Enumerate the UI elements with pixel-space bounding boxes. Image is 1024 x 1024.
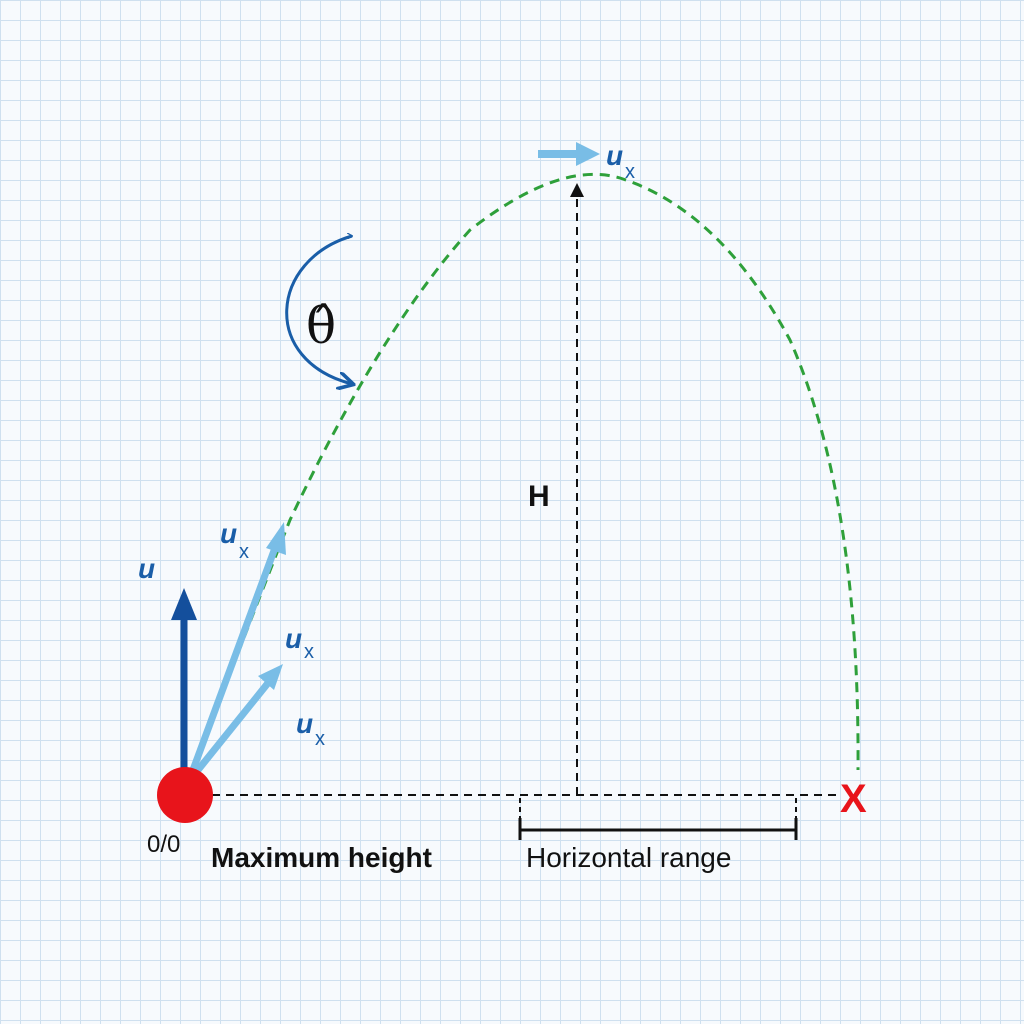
- angle-label: θ̂: [306, 297, 336, 355]
- mid-velocity-arrow: [191, 664, 283, 778]
- range-caption: Horizontal range: [526, 842, 731, 873]
- origin-label: 0/0: [147, 831, 180, 858]
- u-peak-label: u: [606, 140, 623, 171]
- u-vertical-label: u: [138, 553, 155, 584]
- max-height-caption: Maximum height: [211, 842, 432, 873]
- u-peak-subscript: x: [625, 161, 635, 183]
- u-low-subscript: x: [315, 728, 325, 750]
- u-low-label: u: [296, 708, 313, 739]
- u-top-subscript: x: [239, 541, 249, 563]
- u-mid-subscript: x: [304, 641, 314, 663]
- top-velocity-arrow: [186, 522, 286, 780]
- landing-mark: X: [840, 777, 867, 821]
- u-mid-label: u: [285, 623, 302, 654]
- u-top-label: u: [220, 518, 237, 549]
- peak-velocity-arrow: [538, 142, 600, 166]
- range-bracket: [518, 798, 798, 840]
- trajectory-curve: [188, 172, 860, 781]
- height-label: H: [528, 480, 550, 513]
- projectile-ball: [157, 767, 213, 823]
- angle-arc: [285, 234, 352, 384]
- vertical-velocity-arrow: [171, 588, 197, 775]
